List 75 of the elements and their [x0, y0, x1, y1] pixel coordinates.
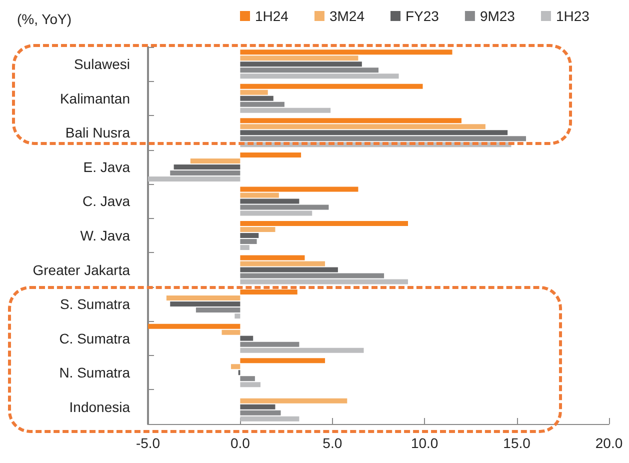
bar	[196, 308, 240, 313]
bar	[240, 404, 276, 410]
bar	[240, 90, 268, 95]
bar	[240, 410, 281, 416]
legend-label: 3M24	[329, 8, 365, 24]
bar	[240, 290, 298, 295]
x-tick-label: 15.0	[503, 435, 531, 451]
legend-label: 9M23	[480, 8, 516, 24]
bar	[240, 210, 312, 216]
bar	[240, 124, 486, 130]
bar	[240, 227, 276, 232]
bar	[148, 176, 240, 182]
bar	[240, 84, 423, 89]
y-tick-label: Greater Jakarta	[32, 262, 130, 278]
bar	[174, 164, 240, 170]
bar	[240, 56, 358, 61]
y-tick-label: W. Java	[80, 228, 130, 244]
bar	[166, 296, 240, 301]
y-tick-label: C. Java	[82, 193, 130, 210]
x-tick-label: 5.0	[322, 435, 342, 451]
bar	[240, 186, 358, 192]
bar	[240, 267, 338, 272]
bar	[240, 221, 408, 226]
bar	[240, 261, 326, 266]
bar	[170, 302, 240, 307]
bar	[240, 96, 274, 101]
bar	[240, 382, 260, 388]
legend-label: 1H24	[255, 8, 289, 24]
bar	[240, 233, 259, 238]
bar	[170, 170, 240, 176]
y-tick-label: S. Sumatra	[60, 296, 130, 312]
y-tick-label: C. Sumatra	[59, 330, 130, 346]
bar	[240, 50, 452, 55]
bar	[190, 158, 240, 164]
legend-label: 1H23	[556, 8, 590, 24]
bar	[240, 152, 302, 158]
bar	[240, 118, 462, 124]
bar	[240, 239, 257, 244]
bar	[240, 130, 508, 136]
legend-label: FY23	[405, 8, 440, 24]
bar	[240, 74, 399, 79]
x-tick-label: 0.0	[230, 435, 250, 451]
y-tick-label: Indonesia	[69, 398, 130, 415]
y-tick-label: Bali Nusra	[65, 124, 130, 141]
y-tick-label: E. Java	[83, 158, 130, 175]
bar	[148, 324, 240, 329]
bar	[240, 416, 300, 422]
y-tick-label: Kalimantan	[60, 90, 130, 106]
y-tick-label: Sulawesi	[74, 56, 130, 72]
bar	[240, 108, 331, 113]
x-tick-label: 20.0	[595, 435, 623, 451]
bar	[240, 398, 348, 404]
bar	[240, 192, 279, 198]
bar	[240, 348, 364, 353]
bar	[222, 330, 240, 335]
bar	[240, 62, 362, 67]
x-tick-label: 10.0	[410, 435, 438, 451]
y-tick-label: N. Sumatra	[59, 364, 130, 381]
bar	[240, 245, 250, 250]
bar	[240, 198, 300, 204]
bar	[240, 255, 305, 260]
text: (%, YoY)	[17, 11, 72, 27]
bar	[240, 336, 254, 341]
bar	[240, 376, 255, 382]
bar	[240, 68, 378, 73]
bar	[240, 204, 329, 210]
x-tick-label: -5.0	[136, 435, 160, 451]
bar	[234, 314, 240, 319]
bar	[240, 358, 326, 364]
bar	[240, 136, 526, 142]
bar	[240, 273, 384, 278]
bar	[240, 342, 300, 347]
bar	[230, 364, 240, 370]
bar	[240, 279, 408, 284]
bar	[240, 102, 284, 107]
